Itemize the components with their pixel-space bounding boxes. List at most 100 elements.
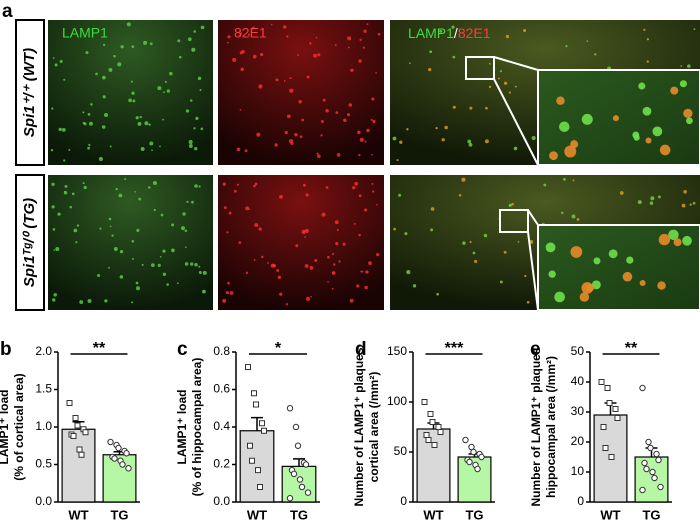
micrograph-speck	[163, 91, 165, 94]
micrograph-speck	[198, 185, 201, 188]
micrograph-speck	[102, 43, 106, 47]
plaque	[668, 229, 679, 241]
micrograph-speck	[681, 203, 686, 208]
micrograph-speck	[195, 116, 199, 120]
micrograph-speck	[526, 300, 530, 304]
micrograph-speck	[240, 32, 243, 34]
micrograph-speck	[371, 97, 375, 101]
micrograph-speck	[406, 128, 409, 131]
micrograph-speck	[430, 207, 435, 211]
merged-label-part: /	[454, 25, 458, 41]
micrograph-speck	[111, 234, 114, 237]
micrograph-speck	[131, 45, 135, 49]
plaque	[554, 291, 565, 303]
micrograph-speck	[108, 68, 113, 72]
micrograph-speck	[365, 270, 369, 274]
micrograph-speck	[461, 177, 466, 182]
micrograph-speck	[289, 77, 292, 80]
micrograph-speck	[131, 91, 135, 95]
micrograph-speck	[177, 39, 181, 43]
plaque	[679, 80, 687, 88]
micrograph-speck	[277, 275, 281, 279]
micrograph-speck	[148, 123, 151, 126]
plaque	[682, 235, 692, 246]
data-point	[257, 484, 263, 490]
micrograph-speck	[202, 289, 206, 294]
micrograph-speck	[646, 38, 649, 41]
micrograph-speck	[71, 192, 75, 196]
micrograph-speck	[444, 125, 448, 130]
data-point	[115, 444, 122, 452]
data-point	[119, 461, 126, 468]
plaque	[591, 280, 601, 290]
micrograph-speck	[153, 208, 156, 212]
micrograph-speck	[301, 118, 305, 122]
micrograph-speck	[54, 63, 58, 67]
micrograph-speck	[336, 228, 339, 231]
micrograph-speck	[140, 146, 145, 151]
micrograph-speck	[108, 266, 110, 269]
micrograph-speck	[134, 190, 137, 193]
micrograph-speck	[199, 89, 202, 92]
micrograph-speck	[594, 53, 597, 56]
micrograph-speck	[118, 193, 123, 198]
micrograph-speck	[61, 128, 66, 132]
y-tick-label: 10	[571, 464, 585, 478]
plaque	[570, 246, 583, 258]
micrograph-speck	[82, 121, 86, 125]
merged-label-part: LAMP1	[408, 25, 454, 41]
micrograph-speck	[256, 132, 261, 137]
data-point	[249, 457, 255, 464]
micrograph-speck	[508, 203, 512, 207]
micrograph-speck	[51, 107, 54, 110]
micrograph-speck	[295, 244, 299, 248]
micrograph-speck	[109, 145, 112, 148]
micrograph-speck	[258, 227, 262, 231]
micrograph-speck	[353, 222, 356, 225]
micrograph-speck	[524, 274, 527, 278]
micrograph-speck	[358, 233, 361, 237]
micrograph-speck	[64, 190, 66, 193]
micrograph-speck	[297, 54, 299, 56]
data-point	[606, 400, 613, 406]
plaque	[579, 292, 590, 302]
data-point	[255, 467, 261, 474]
micrograph-speck	[171, 248, 175, 253]
data-point	[608, 454, 615, 460]
micrograph-speck	[336, 153, 341, 157]
plaque	[564, 145, 577, 158]
micrograph-speck	[184, 262, 189, 266]
data-point	[437, 429, 444, 435]
micrograph-speck	[270, 23, 273, 26]
micrograph-speck	[343, 118, 347, 122]
micrograph-speck	[485, 106, 488, 110]
significance: ***	[445, 340, 464, 357]
micrograph-speck	[649, 201, 654, 205]
micrograph-speck	[347, 46, 350, 49]
micrograph-speck	[83, 185, 87, 190]
data-point	[298, 483, 306, 491]
micrograph-speck	[139, 115, 142, 119]
panel-letter: a	[2, 1, 13, 22]
micrograph-speck	[82, 111, 85, 114]
micrograph-speck	[227, 281, 230, 285]
micrograph-speck	[200, 127, 204, 131]
micrograph-speck	[200, 25, 205, 30]
data-point	[651, 474, 658, 482]
panel-letter: d	[355, 339, 367, 360]
channel-label: LAMP1	[62, 25, 108, 41]
y-tick-label: 1.5	[35, 382, 52, 396]
micrograph-speck	[429, 50, 433, 54]
micrograph-speck	[563, 178, 566, 181]
plaque	[622, 271, 633, 282]
row-label-box	[15, 174, 45, 311]
micrograph-speck	[643, 28, 646, 31]
data-point	[304, 489, 312, 496]
micrograph-speck	[160, 213, 164, 217]
micrograph-speck	[306, 75, 310, 79]
data-point	[294, 442, 302, 449]
significance: **	[625, 340, 638, 357]
data-point	[286, 495, 294, 502]
micrograph-speck	[650, 196, 655, 201]
micrograph-speck	[304, 236, 307, 238]
